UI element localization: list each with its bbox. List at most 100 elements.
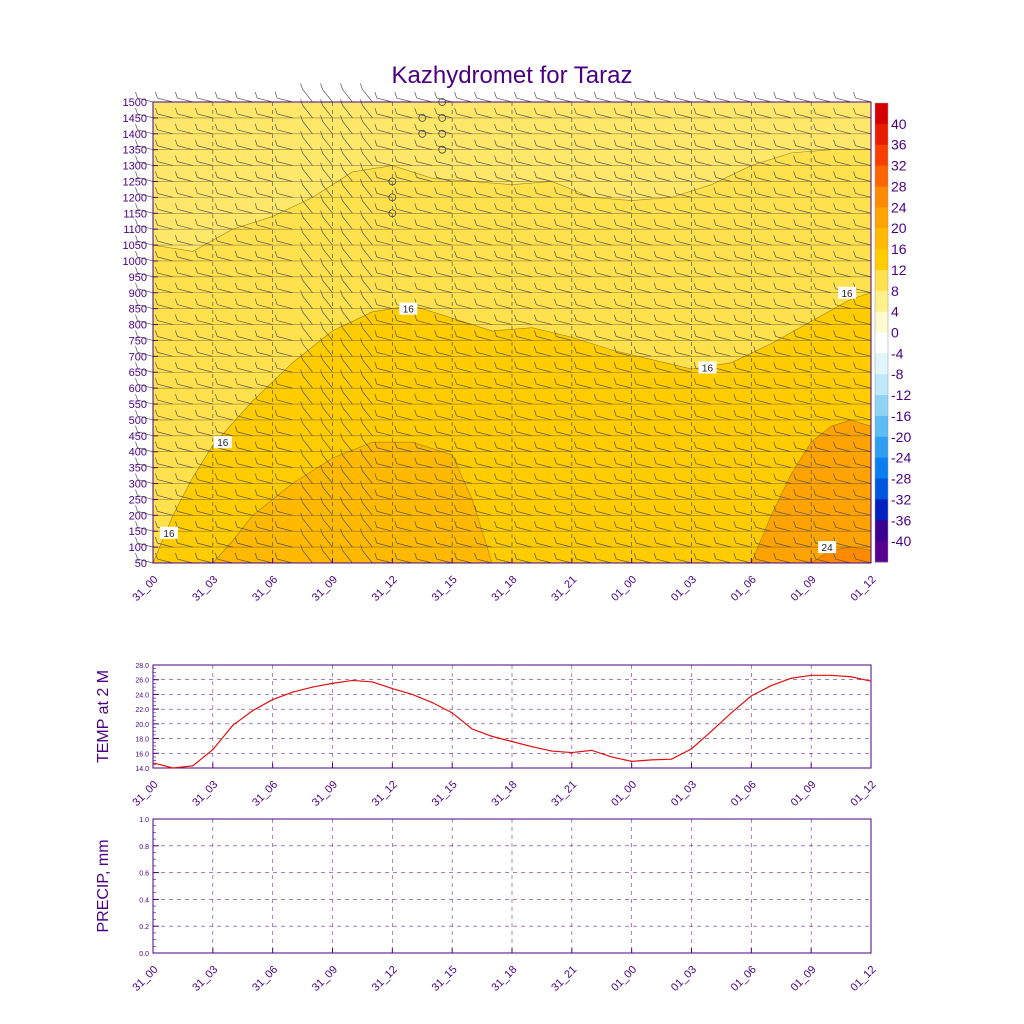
- wind-barb-flag: [653, 298, 657, 305]
- wind-barb: [396, 161, 413, 166]
- wind-barb-flag: [514, 552, 517, 560]
- wind-barb-flag: [753, 362, 757, 369]
- wind-barb-flag: [434, 521, 437, 528]
- wind-barb: [197, 352, 213, 357]
- wind-barb-flag: [494, 266, 497, 274]
- wind-barb-flag: [693, 552, 697, 560]
- wind-barb-flag: [753, 266, 757, 274]
- wind-barb-flag: [633, 282, 637, 289]
- wind-barb-flag: [813, 123, 816, 130]
- wind-barb-flag: [514, 219, 517, 226]
- wind-barb: [516, 431, 533, 437]
- wind-barb-flag: [773, 441, 777, 448]
- wind-barb-flag: [553, 139, 557, 146]
- wind-barb-flag: [773, 330, 777, 337]
- wind-barb-flag: [793, 473, 796, 480]
- wind-barb-flag: [454, 362, 457, 369]
- wind-barb: [137, 336, 154, 341]
- wind-barb: [755, 336, 772, 341]
- wind-barb: [496, 415, 513, 421]
- wind-barb: [197, 288, 213, 294]
- wind-barb: [476, 161, 493, 166]
- colorbar-label: -40: [891, 533, 911, 549]
- wind-barb-flag: [300, 131, 303, 138]
- wind-barb-flag: [613, 139, 617, 146]
- wind-barb-flag: [274, 282, 278, 289]
- vertical-profile-panel: 1616161616241500145014001350130012501200…: [123, 83, 879, 604]
- wind-barb-flag: [753, 552, 757, 560]
- wind-barb-flag: [613, 393, 617, 401]
- wind-barb: [302, 105, 313, 119]
- wind-barb-flag: [274, 362, 278, 369]
- wind-barb-flag: [494, 505, 497, 512]
- wind-barb: [695, 129, 712, 135]
- wind-barb-flag: [573, 123, 577, 130]
- wind-barb-flag: [653, 219, 657, 226]
- wind-barb: [436, 463, 453, 468]
- wind-barb-flag: [553, 552, 557, 560]
- wind-barb: [735, 431, 752, 437]
- wind-barb-flag: [713, 107, 717, 115]
- wind-barb: [636, 224, 652, 230]
- wind-barb-flag: [713, 473, 717, 480]
- wind-barb-flag: [773, 362, 777, 369]
- wind-barb: [675, 224, 692, 230]
- wind-barb-flag: [234, 139, 238, 146]
- wind-barb: [436, 367, 453, 373]
- wind-barb-flag: [414, 393, 418, 401]
- wind-barb: [576, 558, 592, 564]
- wind-barb-flag: [360, 274, 363, 281]
- wind-barb: [396, 352, 413, 357]
- wind-barb-flag: [573, 330, 577, 337]
- wind-barb-flag: [713, 537, 717, 544]
- wind-barb-flag: [254, 219, 258, 226]
- wind-barb-flag: [320, 162, 323, 170]
- wind-barb: [815, 463, 832, 468]
- wind-barb-flag: [214, 378, 218, 385]
- wind-barb: [655, 495, 672, 500]
- wind-barb-flag: [234, 521, 238, 528]
- wind-barb-flag: [340, 369, 343, 376]
- wind-barb: [536, 367, 552, 373]
- wind-barb-flag: [274, 441, 278, 448]
- wind-barb-flag: [613, 155, 617, 162]
- wind-barb: [476, 542, 493, 548]
- wind-barb: [217, 415, 233, 421]
- wind-barb-flag: [553, 441, 557, 448]
- wind-barb-flag: [593, 234, 597, 242]
- wind-barb-flag: [773, 457, 777, 464]
- x-tick-label: 31_21: [549, 779, 579, 809]
- x-tick-label: 01_03: [669, 574, 699, 604]
- wind-barb-flag: [753, 409, 757, 417]
- wind-barb: [516, 495, 533, 500]
- wind-barb-flag: [713, 266, 717, 274]
- x-tick-label: 31_12: [370, 779, 400, 809]
- wind-barb: [322, 438, 333, 452]
- wind-barb: [302, 280, 313, 293]
- wind-barb-flag: [653, 203, 657, 210]
- wind-barb-flag: [214, 521, 218, 528]
- wind-barb: [362, 311, 373, 325]
- wind-barb-flag: [414, 171, 418, 178]
- wind-barb: [636, 304, 652, 309]
- wind-barb-flag: [300, 480, 303, 487]
- wind-barb-flag: [553, 266, 557, 274]
- wind-barb-flag: [414, 409, 418, 417]
- wind-barb: [476, 304, 493, 309]
- data-point: [311, 686, 314, 688]
- wind-barb-flag: [553, 378, 557, 385]
- wind-barb-flag: [733, 155, 737, 162]
- wind-barb: [755, 447, 772, 453]
- contour-label-box: [213, 436, 232, 449]
- wind-barb: [536, 383, 552, 389]
- wind-barb-flag: [613, 219, 617, 226]
- wind-barb: [755, 399, 772, 405]
- wind-barb-flag: [474, 409, 477, 417]
- wind-barb-flag: [340, 146, 343, 154]
- wind-barb-flag: [175, 362, 178, 369]
- data-point: [651, 759, 653, 761]
- wind-barb-flag: [753, 155, 757, 162]
- wind-barb-flag: [274, 219, 278, 226]
- wind-barb-flag: [274, 552, 278, 560]
